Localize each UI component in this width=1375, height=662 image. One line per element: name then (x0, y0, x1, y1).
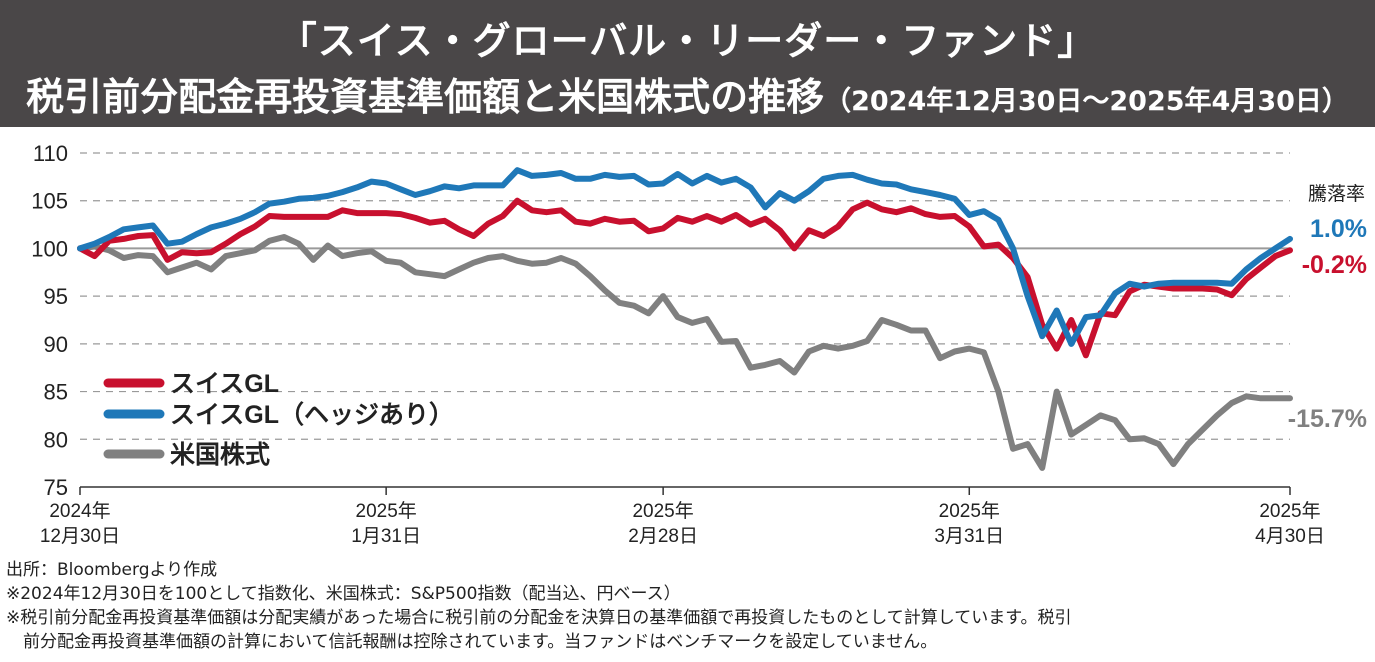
series-line (77, 167, 1293, 347)
x-tick-label-year: 2025年 (1259, 500, 1320, 522)
x-tick-label-date: 3月31日 (934, 526, 1004, 547)
x-tick-label-year: 2025年 (632, 500, 693, 522)
index-note: ※2024年12月30日を100として指数化、米国株式：S&P500指数（配当込… (6, 584, 681, 604)
line-chart: 75 80 85 90 95 100 105 110 2024年 12月30日 2025年 1月31日… (31, 141, 1367, 547)
chart-title-line2: 税引前分配金再投資基準価額と米国株式の推移（2024年12月30日〜2025年4… (0, 66, 1375, 121)
legend-label: 米国株式 (170, 441, 270, 469)
change-label: 1.0% (1310, 215, 1367, 243)
series-line (77, 197, 1293, 359)
source-note: 出所：Bloombergより作成 (6, 560, 218, 580)
disclaimer-note-2: 前分配金再投資基準価額の計算において信託報酬は控除されています。当ファンドはベン… (6, 632, 938, 652)
x-tick-label-year: 2024年 (49, 500, 110, 522)
chart-title-period: （2024年12月30日〜2025年4月30日） (824, 86, 1349, 117)
x-tick-label-year: 2025年 (356, 500, 417, 522)
x-tick-label-date: 2月28日 (628, 526, 698, 547)
title-banner: 「スイス・グローバル・リーダー・ファンド」 税引前分配金再投資基準価額と米国株式… (0, 0, 1375, 127)
disclaimer-note-1: ※税引前分配金再投資基準価額は分配実績があった場合に税引前の分配金を決算日の基準… (6, 608, 1072, 628)
legend-label: スイスGL（ヘッジあり） (170, 400, 454, 429)
y-tick-label: 80 (44, 427, 68, 452)
legend-label: スイスGL (170, 370, 279, 398)
y-tick-label: 90 (44, 332, 68, 357)
x-tick-label-date: 12月30日 (40, 526, 120, 547)
y-tick-label: 95 (44, 284, 68, 309)
y-tick-label: 85 (44, 380, 68, 405)
y-tick-label: 110 (33, 141, 68, 166)
x-tick-label-year: 2025年 (939, 500, 1000, 522)
chart-title-main: 税引前分配金再投資基準価額と米国株式の推移 (26, 75, 825, 119)
series-line (77, 234, 1293, 471)
y-tick-label: 100 (31, 236, 68, 261)
x-tick-label-date: 4月30日 (1255, 526, 1325, 547)
chart-title-line1: 「スイス・グローバル・リーダー・ファンド」 (278, 19, 1097, 63)
change-label: -0.2% (1302, 251, 1367, 279)
y-tick-label: 75 (44, 475, 68, 500)
change-label: -15.7% (1288, 405, 1367, 433)
change-header: 騰落率 (1308, 183, 1365, 205)
y-tick-label: 105 (31, 189, 68, 214)
x-tick-label-date: 1月31日 (351, 526, 421, 547)
